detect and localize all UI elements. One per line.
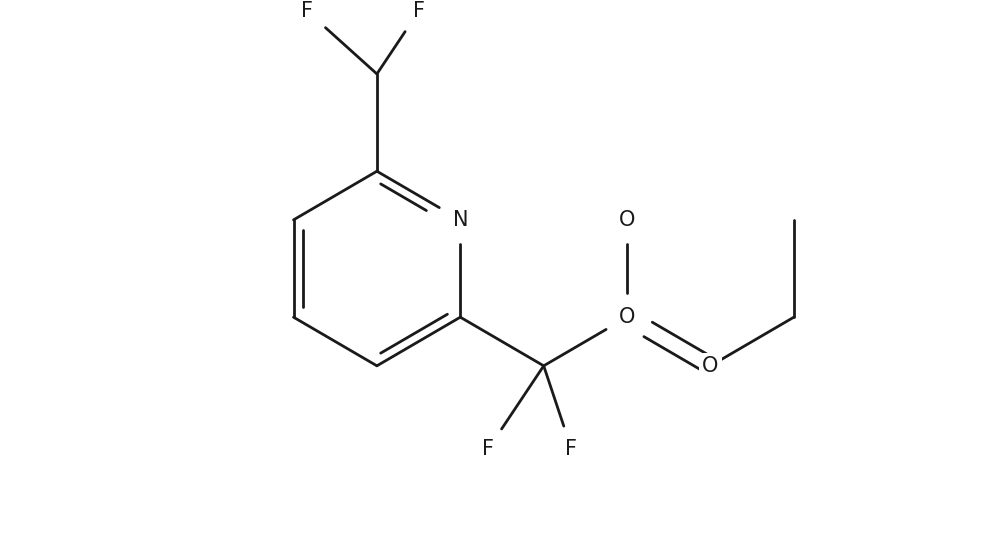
Text: O: O [618, 210, 635, 230]
Text: F: F [481, 439, 493, 459]
Text: F: F [412, 2, 424, 21]
Text: F: F [565, 439, 577, 459]
Text: O: O [702, 356, 718, 376]
Text: O: O [618, 210, 635, 230]
Text: O: O [618, 307, 635, 327]
Text: N: N [452, 210, 467, 230]
Text: F: F [301, 2, 313, 21]
